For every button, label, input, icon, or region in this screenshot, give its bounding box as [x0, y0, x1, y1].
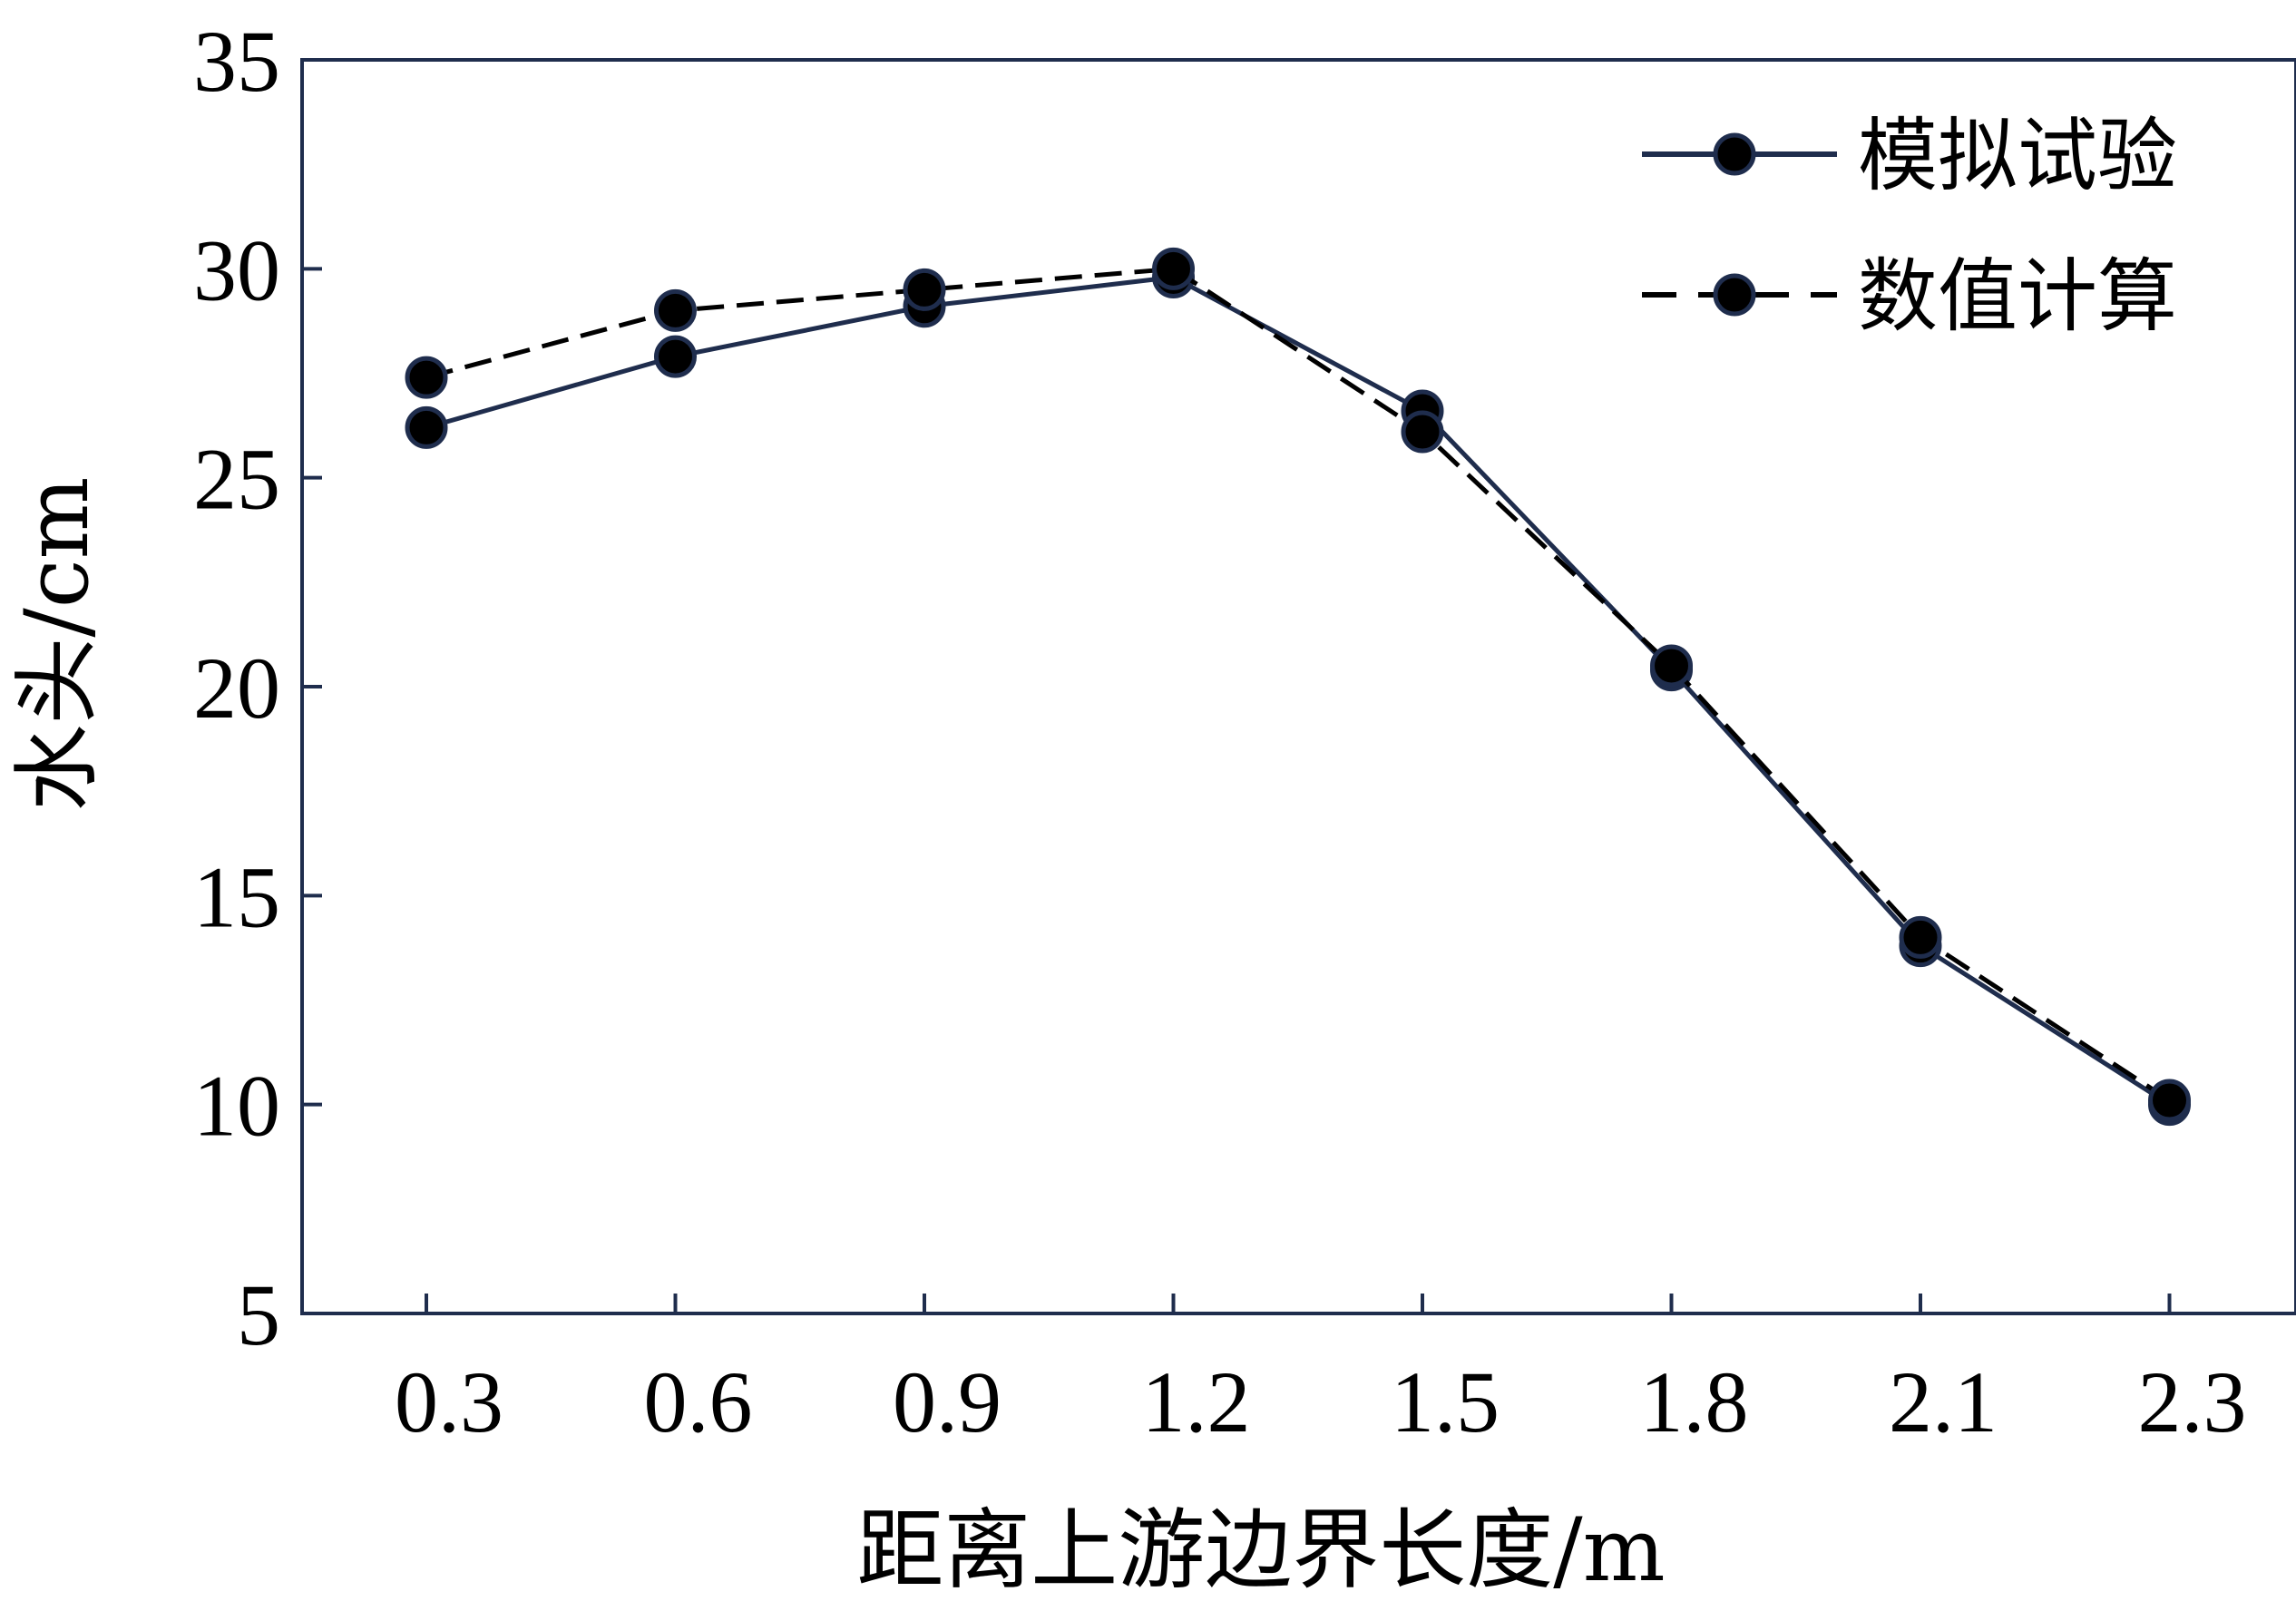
y-tick-label: 30 [193, 221, 280, 318]
x-tick-label: 1.8 [1640, 1353, 1749, 1450]
y-axis-title: 水头/cm [6, 476, 108, 811]
y-tick-label: 5 [237, 1266, 280, 1363]
data-point [2148, 1079, 2191, 1122]
series-line [425, 275, 2171, 1107]
y-tick-label: 15 [193, 848, 280, 945]
y-tick-label: 10 [193, 1058, 280, 1155]
data-point [903, 268, 946, 311]
x-tick-label: 2.3 [2138, 1353, 2247, 1450]
x-axis-title: 距离上游边界长度/m [856, 1499, 1665, 1601]
data-point [1899, 915, 1942, 959]
legend-label: 数值计算 [1858, 249, 2177, 343]
data-point [1152, 247, 1195, 290]
data-point [1650, 644, 1693, 688]
x-tick-label: 0.9 [893, 1353, 1001, 1450]
data-point [405, 356, 448, 399]
y-tick-label: 35 [193, 13, 280, 110]
x-tick-label: 0.6 [644, 1353, 753, 1450]
x-tick-label: 1.2 [1142, 1353, 1251, 1450]
data-point [654, 288, 697, 332]
x-tick-label: 0.3 [395, 1353, 503, 1450]
data-point [654, 335, 697, 378]
series-layer [405, 247, 2191, 1127]
y-tick-label: 20 [193, 640, 280, 737]
x-axis: 0.3 0.6 0.9 1.2 1.5 1.8 2.1 2.3 [395, 1294, 2247, 1450]
legend-marker [1713, 273, 1756, 317]
x-tick-label: 1.5 [1391, 1353, 1500, 1450]
x-tick-label: 2.1 [1889, 1353, 1998, 1450]
data-point [1401, 410, 1444, 454]
plot-frame [300, 58, 2296, 1315]
data-point [405, 405, 448, 449]
series-line [425, 266, 2171, 1103]
y-axis: 5 10 15 20 25 30 35 [193, 13, 322, 1363]
legend-marker [1713, 132, 1756, 176]
y-tick-label: 25 [193, 431, 280, 528]
legend-label: 模拟试验 [1858, 109, 2177, 202]
